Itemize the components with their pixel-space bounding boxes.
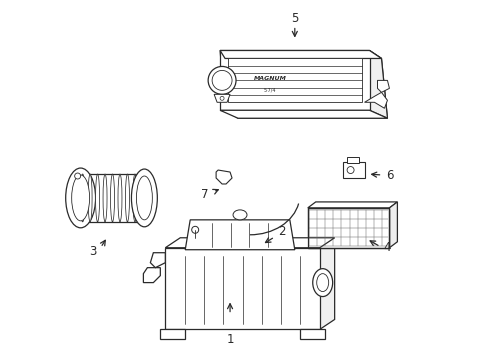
- Text: 1: 1: [226, 333, 233, 346]
- Bar: [165, 248, 319, 329]
- Polygon shape: [227, 58, 361, 102]
- Polygon shape: [220, 50, 381, 58]
- Polygon shape: [220, 50, 369, 110]
- Polygon shape: [388, 202, 397, 248]
- Bar: [346, 157, 358, 163]
- Polygon shape: [364, 92, 386, 108]
- Polygon shape: [299, 329, 324, 339]
- Ellipse shape: [80, 174, 85, 222]
- Ellipse shape: [88, 174, 92, 222]
- Text: 5: 5: [290, 12, 298, 25]
- Ellipse shape: [133, 174, 137, 222]
- Polygon shape: [160, 329, 185, 339]
- Ellipse shape: [75, 173, 81, 179]
- Ellipse shape: [110, 174, 114, 222]
- Text: 3: 3: [89, 245, 96, 258]
- Ellipse shape: [125, 174, 129, 222]
- Polygon shape: [369, 50, 386, 118]
- Ellipse shape: [208, 67, 236, 94]
- Text: 5·7/4: 5·7/4: [263, 88, 276, 93]
- Ellipse shape: [233, 210, 246, 220]
- Bar: [307, 208, 388, 248]
- Ellipse shape: [136, 176, 152, 220]
- Ellipse shape: [131, 169, 157, 227]
- Polygon shape: [214, 94, 229, 102]
- Ellipse shape: [103, 174, 107, 222]
- Polygon shape: [150, 253, 165, 268]
- Ellipse shape: [72, 175, 89, 221]
- Ellipse shape: [95, 174, 100, 222]
- Text: 6: 6: [385, 168, 392, 181]
- Ellipse shape: [191, 226, 198, 233]
- Polygon shape: [319, 238, 334, 329]
- Ellipse shape: [220, 96, 224, 100]
- Polygon shape: [185, 220, 294, 250]
- Polygon shape: [377, 80, 388, 92]
- Ellipse shape: [212, 71, 232, 90]
- Ellipse shape: [346, 167, 353, 174]
- Ellipse shape: [118, 174, 122, 222]
- Polygon shape: [220, 50, 386, 118]
- Ellipse shape: [140, 174, 144, 222]
- Text: 7: 7: [201, 188, 208, 202]
- Ellipse shape: [65, 168, 95, 228]
- Polygon shape: [143, 268, 160, 283]
- Polygon shape: [307, 202, 397, 208]
- Bar: [342, 162, 364, 178]
- Bar: [307, 208, 388, 248]
- Polygon shape: [165, 238, 334, 248]
- Polygon shape: [220, 110, 386, 118]
- Polygon shape: [216, 170, 232, 184]
- Ellipse shape: [312, 269, 332, 297]
- Text: 2: 2: [278, 225, 285, 238]
- Text: MAGNUM: MAGNUM: [253, 76, 286, 81]
- Ellipse shape: [316, 274, 328, 292]
- Text: 4: 4: [383, 241, 390, 254]
